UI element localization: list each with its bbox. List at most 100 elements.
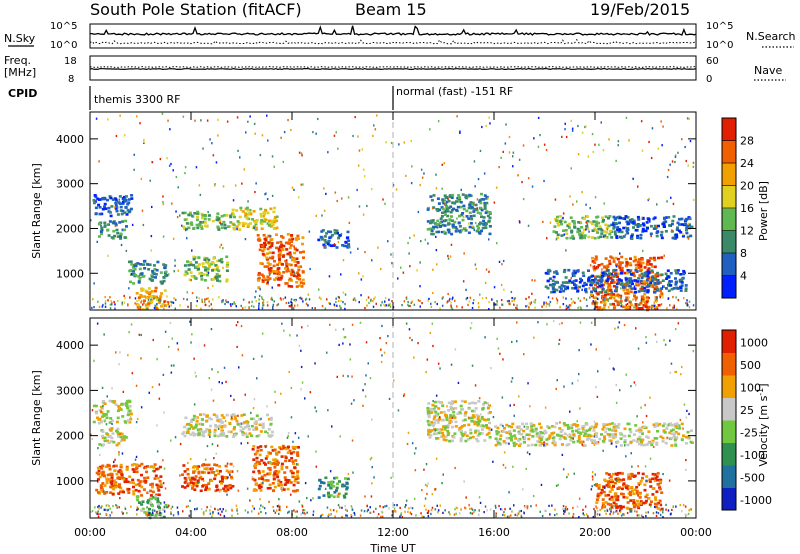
heat-cell — [296, 271, 300, 274]
heat-cell — [487, 219, 491, 223]
heat-cell — [257, 279, 261, 282]
heat-cell — [655, 231, 659, 235]
heat-cell — [472, 210, 476, 213]
noise-cell — [358, 272, 360, 275]
noise-cell — [104, 299, 107, 302]
heat-cell — [247, 223, 251, 226]
noise-cell — [569, 304, 572, 307]
heat-cell — [148, 263, 152, 266]
noise-cell — [111, 302, 113, 305]
heat-cell — [667, 275, 671, 279]
noise-cell — [396, 504, 398, 507]
noise-cell — [464, 507, 467, 510]
heat-cell — [616, 506, 620, 509]
heat-cell — [186, 484, 190, 488]
heat-cell — [119, 408, 123, 411]
heat-cell — [555, 288, 559, 292]
heat-cell — [587, 437, 591, 440]
heat-cell — [263, 243, 267, 246]
noise-cell — [423, 515, 425, 519]
heat-cell — [290, 457, 294, 460]
noise-cell — [469, 511, 472, 515]
heat-cell — [204, 488, 208, 492]
heat-cell — [642, 229, 646, 232]
heat-cell — [605, 266, 609, 270]
noise-cell — [269, 235, 271, 238]
noise-cell — [173, 297, 175, 300]
heat-cell — [468, 402, 472, 405]
heat-cell — [272, 462, 276, 465]
heat-cell — [190, 425, 194, 429]
heat-cell — [622, 226, 626, 230]
heat-cell — [639, 439, 643, 443]
noise-cell — [284, 296, 287, 299]
noise-cell — [140, 177, 143, 180]
heat-cell — [330, 482, 334, 485]
noise-cell — [556, 513, 558, 516]
heat-cell — [447, 409, 451, 412]
heat-cell — [502, 430, 506, 433]
noise-cell — [532, 494, 535, 498]
heat-cell — [652, 227, 656, 230]
heat-cell — [481, 424, 485, 428]
heat-cell — [592, 286, 595, 290]
noise-cell — [303, 512, 306, 515]
heat-cell — [452, 207, 456, 211]
noise-cell — [511, 377, 514, 380]
heat-cell — [564, 229, 568, 232]
heat-cell — [553, 441, 557, 445]
heat-cell — [637, 482, 641, 485]
noise-cell — [411, 165, 413, 168]
noise-cell — [292, 307, 295, 310]
noise-cell — [324, 307, 327, 310]
heat-cell — [433, 400, 437, 404]
heat-cell — [338, 480, 341, 483]
noise-cell — [217, 118, 219, 121]
noise-cell — [138, 299, 140, 302]
noise-cell — [594, 196, 597, 199]
heat-cell — [664, 441, 668, 445]
heat-cell — [661, 440, 665, 443]
noise-cell — [387, 304, 390, 307]
heat-cell — [137, 489, 141, 493]
noise-cell — [195, 166, 198, 169]
heat-cell — [543, 429, 547, 433]
noise-cell — [578, 497, 581, 500]
noise-cell — [561, 453, 564, 456]
heat-cell — [570, 426, 574, 430]
noise-cell — [495, 186, 498, 189]
noise-cell — [617, 303, 619, 306]
heat-cell — [639, 479, 643, 483]
noise-cell — [349, 251, 352, 254]
nsearch-series-line — [89, 38, 697, 45]
heat-cell — [124, 421, 128, 424]
heat-cell — [517, 432, 521, 435]
heat-cell — [454, 420, 458, 424]
noise-cell — [253, 305, 255, 308]
noise-cell — [569, 195, 571, 198]
noise-cell — [562, 296, 564, 299]
noise-cell — [381, 515, 384, 518]
noise-cell — [684, 505, 687, 508]
heat-cell — [612, 281, 616, 284]
noise-cell — [341, 515, 343, 519]
heat-cell — [629, 290, 633, 294]
noise-cell — [588, 230, 590, 233]
noise-cell — [337, 299, 340, 303]
noise-cell — [684, 145, 686, 149]
noise-cell — [526, 451, 529, 454]
heat-cell — [197, 256, 201, 259]
noise-cell — [638, 303, 640, 306]
heat-cell — [527, 433, 531, 437]
heat-cell — [463, 412, 467, 415]
heat-cell — [600, 277, 604, 280]
noise-cell — [414, 469, 417, 472]
heat-cell — [199, 433, 203, 437]
heat-cell — [452, 410, 456, 414]
heat-cell — [193, 488, 197, 491]
heat-cell — [638, 442, 641, 446]
heat-cell — [662, 222, 666, 226]
heat-cell — [525, 422, 529, 426]
heat-cell — [655, 505, 658, 509]
heat-cell — [292, 274, 296, 278]
